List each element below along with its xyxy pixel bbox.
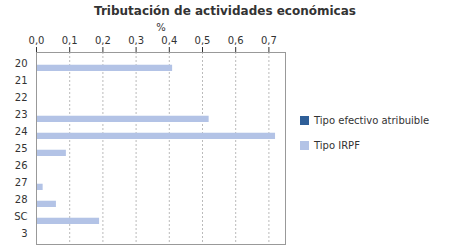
svg-text:0,4: 0,4	[161, 35, 177, 46]
svg-text:0,1: 0,1	[62, 35, 78, 46]
svg-text:20: 20	[15, 58, 28, 69]
svg-text:25: 25	[15, 143, 28, 154]
svg-text:SC: SC	[14, 211, 27, 222]
svg-text:0,7: 0,7	[261, 35, 277, 46]
svg-text:0,2: 0,2	[95, 35, 111, 46]
svg-text:0,5: 0,5	[195, 35, 211, 46]
html-text:Tipo efectivo atribuible: Tipo efectivo atribuible	[314, 115, 430, 126]
svg-text:%: %	[156, 22, 166, 33]
svg-text:21: 21	[15, 75, 28, 86]
html-text:Tipo IRPF: Tipo IRPF	[314, 140, 360, 151]
svg-text:0,3: 0,3	[128, 35, 144, 46]
svg-text:0,6: 0,6	[228, 35, 244, 46]
svg-text:28: 28	[15, 194, 28, 205]
html-text:Tributación de actividades eco: Tributación de actividades económicas	[94, 4, 356, 18]
svg-text:0,0: 0,0	[29, 35, 45, 46]
svg-text:3: 3	[21, 228, 27, 239]
svg-text:24: 24	[15, 126, 28, 137]
svg-text:26: 26	[15, 160, 28, 171]
svg-text:23: 23	[15, 109, 28, 120]
svg-text:22: 22	[15, 92, 28, 103]
svg-text:27: 27	[15, 177, 28, 188]
